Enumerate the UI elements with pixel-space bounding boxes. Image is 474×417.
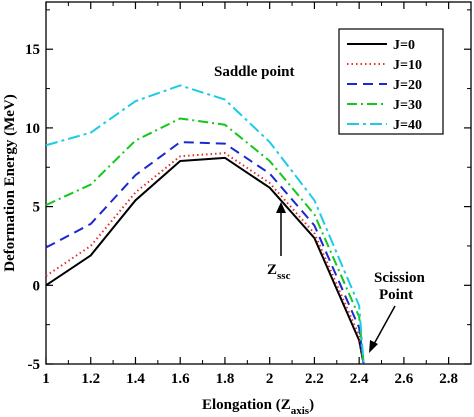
series-line — [45, 84, 365, 365]
series-line — [45, 152, 365, 365]
legend-box — [338, 28, 444, 135]
y-tick-label: 15 — [25, 42, 40, 58]
y-tick-label: 10 — [25, 121, 40, 137]
x-tick-label: 1.8 — [216, 371, 235, 387]
y-axis-ticks: -5 0 5 10 15 — [25, 9, 471, 373]
x-tick-label: 2.8 — [439, 371, 458, 387]
series-line — [45, 117, 365, 365]
legend-label: J=20 — [393, 78, 422, 93]
x-tick-label: 2.6 — [395, 371, 414, 387]
x-tick-label: 2 — [266, 371, 274, 387]
zssc-arrow — [276, 202, 286, 256]
saddle-point-label: Saddle point — [214, 64, 294, 80]
legend-items: J=0 J=10 J=20 J=30 J=40 — [347, 38, 422, 133]
x-tick-label: 1.4 — [126, 371, 145, 387]
scission-point-label-line2: Point — [379, 287, 413, 303]
series-line — [45, 141, 365, 365]
series-lines — [45, 84, 365, 365]
x-tick-label: 1.2 — [81, 371, 100, 387]
legend-label: J=10 — [393, 58, 422, 73]
x-axis-ticks: 1 1.2 1.4 1.6 1.8 2 2.2 2.4 2.6 2.8 — [42, 2, 458, 387]
x-axis-title: Elongation (Zaxis) — [202, 397, 314, 417]
series-line — [45, 156, 365, 365]
y-axis-title: Deformation Energy (MeV) — [2, 94, 18, 271]
legend-label: J=0 — [393, 38, 415, 53]
scission-arrow — [369, 305, 396, 353]
legend: J=0 J=10 J=20 J=30 J=40 — [338, 28, 444, 135]
legend-label: J=30 — [393, 98, 422, 113]
plot-frame — [45, 1, 472, 365]
y-tick-label: 0 — [33, 278, 41, 294]
y-tick-label: -5 — [28, 357, 41, 373]
x-tick-label: 2.4 — [350, 371, 369, 387]
x-tick-label: 1.6 — [171, 371, 190, 387]
scission-point-label-line1: Scission — [374, 270, 426, 286]
x-tick-label: 2.2 — [305, 371, 324, 387]
zssc-label: Zssc — [267, 262, 291, 282]
x-tick-label: 1 — [42, 371, 50, 387]
legend-label: J=40 — [393, 118, 422, 133]
y-tick-label: 5 — [33, 200, 41, 216]
